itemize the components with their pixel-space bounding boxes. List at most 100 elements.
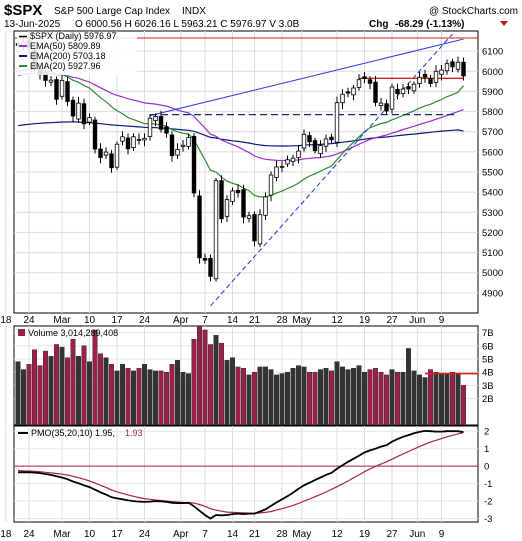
volume-bar: [356, 365, 362, 426]
credit-label: @ StockCharts.com: [429, 6, 518, 17]
candle-body: [406, 86, 411, 90]
volume-bar: [268, 369, 274, 426]
exchange-label: INDX: [182, 6, 206, 17]
volume-bar: [70, 339, 76, 426]
volume-tick-label: 2B: [482, 394, 494, 405]
candle-body: [285, 159, 290, 165]
volume-bar: [229, 357, 235, 426]
candle-body: [48, 79, 54, 83]
price-tick-label: 5100: [482, 248, 503, 259]
volume-bar: [213, 335, 219, 426]
volume-bar: [290, 368, 296, 426]
volume-bar: [174, 360, 180, 426]
volume-bar: [307, 372, 313, 426]
volume-bar: [433, 372, 439, 426]
volume-bar: [21, 369, 27, 426]
volume-bar: [202, 329, 208, 426]
svg-text:Volume 3,014,289,408: Volume 3,014,289,408: [28, 328, 118, 338]
candle-body: [87, 117, 92, 123]
volume-bar: [97, 353, 103, 426]
volume-bar: [411, 370, 417, 426]
price-tick-label: 6100: [482, 47, 503, 58]
volume-bar: [218, 342, 224, 426]
candle-body: [301, 133, 307, 149]
svg-text:EMA(200) 5703.18: EMA(200) 5703.18: [30, 51, 106, 61]
candle-body: [384, 103, 389, 112]
candle-body: [373, 81, 378, 103]
volume-bar: [180, 372, 186, 426]
candle-body: [208, 258, 213, 277]
pmo-tick-label: 1: [484, 444, 489, 455]
volume-tick-label: 7B: [482, 328, 494, 339]
candle-body: [230, 190, 235, 202]
candle-body: [356, 79, 362, 88]
candle-body: [433, 70, 439, 83]
candle-body: [103, 151, 109, 156]
volume-bar: [329, 370, 335, 426]
volume-bar: [130, 370, 136, 426]
volume-bar: [54, 344, 60, 426]
candle-body: [92, 119, 98, 150]
pmo-tick-label: 0: [484, 462, 489, 473]
volume-bar: [240, 368, 246, 426]
legend-price: $SPX (Daily) 5976.97: [19, 31, 117, 41]
volume-bar: [274, 374, 280, 426]
x-tick-label: Jun: [409, 529, 425, 540]
candle-body: [70, 99, 76, 117]
volume-bar: [59, 346, 65, 426]
volume-bar: [362, 372, 368, 426]
down-arrow-icon: [500, 21, 508, 26]
x-tick-label: May: [292, 529, 311, 540]
x-tick-label: 10: [84, 315, 96, 326]
candle-body: [362, 76, 367, 79]
x-tick-label: 21: [249, 529, 261, 540]
candle-body: [252, 214, 257, 242]
volume-bar: [400, 372, 406, 426]
upper-trendline: [149, 38, 464, 117]
price-tick-label: 6000: [482, 67, 503, 78]
candle-body: [81, 103, 87, 125]
svg-text:EMA(20) 5927.96: EMA(20) 5927.96: [30, 61, 101, 71]
volume-bar: [444, 373, 450, 426]
volume-bar: [108, 364, 114, 426]
volume-bar: [296, 365, 302, 426]
candle-body: [169, 134, 175, 157]
x-tick-label: Jun: [409, 315, 425, 326]
volume-bar: [251, 372, 257, 426]
candle-body: [197, 195, 202, 259]
volume-bar: [64, 357, 70, 426]
volume-bar: [136, 368, 142, 426]
volume-bar: [450, 372, 456, 426]
volume-bar: [92, 329, 98, 426]
candle-body: [153, 116, 158, 122]
candle-body: [444, 63, 450, 72]
volume-bar: [389, 369, 395, 426]
candle-body: [428, 77, 433, 84]
x-tick-label: 7: [202, 315, 208, 326]
ema200-line: [17, 121, 464, 147]
candle-body: [246, 215, 252, 219]
candle-body: [186, 137, 191, 147]
volume-bar: [263, 366, 269, 426]
volume-bar: [235, 366, 241, 426]
candle-body: [257, 214, 263, 245]
svg-text:EMA(50) 5809.89: EMA(50) 5809.89: [30, 41, 101, 51]
candle-body: [367, 79, 373, 84]
candle-body: [329, 136, 334, 141]
legend-box: [17, 33, 137, 75]
pmo-label-prefix: PMO(35,20,10) 1.95,: [31, 428, 115, 438]
volume-bar: [373, 368, 379, 426]
candle-body: [340, 93, 345, 104]
volume-bar: [163, 372, 169, 426]
volume-bar: [340, 366, 346, 426]
x-tick-label: 12: [331, 315, 343, 326]
legend-ema50: EMA(50) 5809.89: [19, 41, 101, 51]
price-tick-label: 5300: [482, 208, 503, 219]
volume-bar: [81, 345, 87, 426]
candle-body: [439, 69, 444, 75]
rising-trendline: [210, 33, 453, 307]
volume-bar: [417, 374, 423, 426]
pmo-tick-label: -3: [484, 514, 492, 525]
volume-bar: [384, 374, 390, 426]
volume-bar: [169, 364, 175, 426]
